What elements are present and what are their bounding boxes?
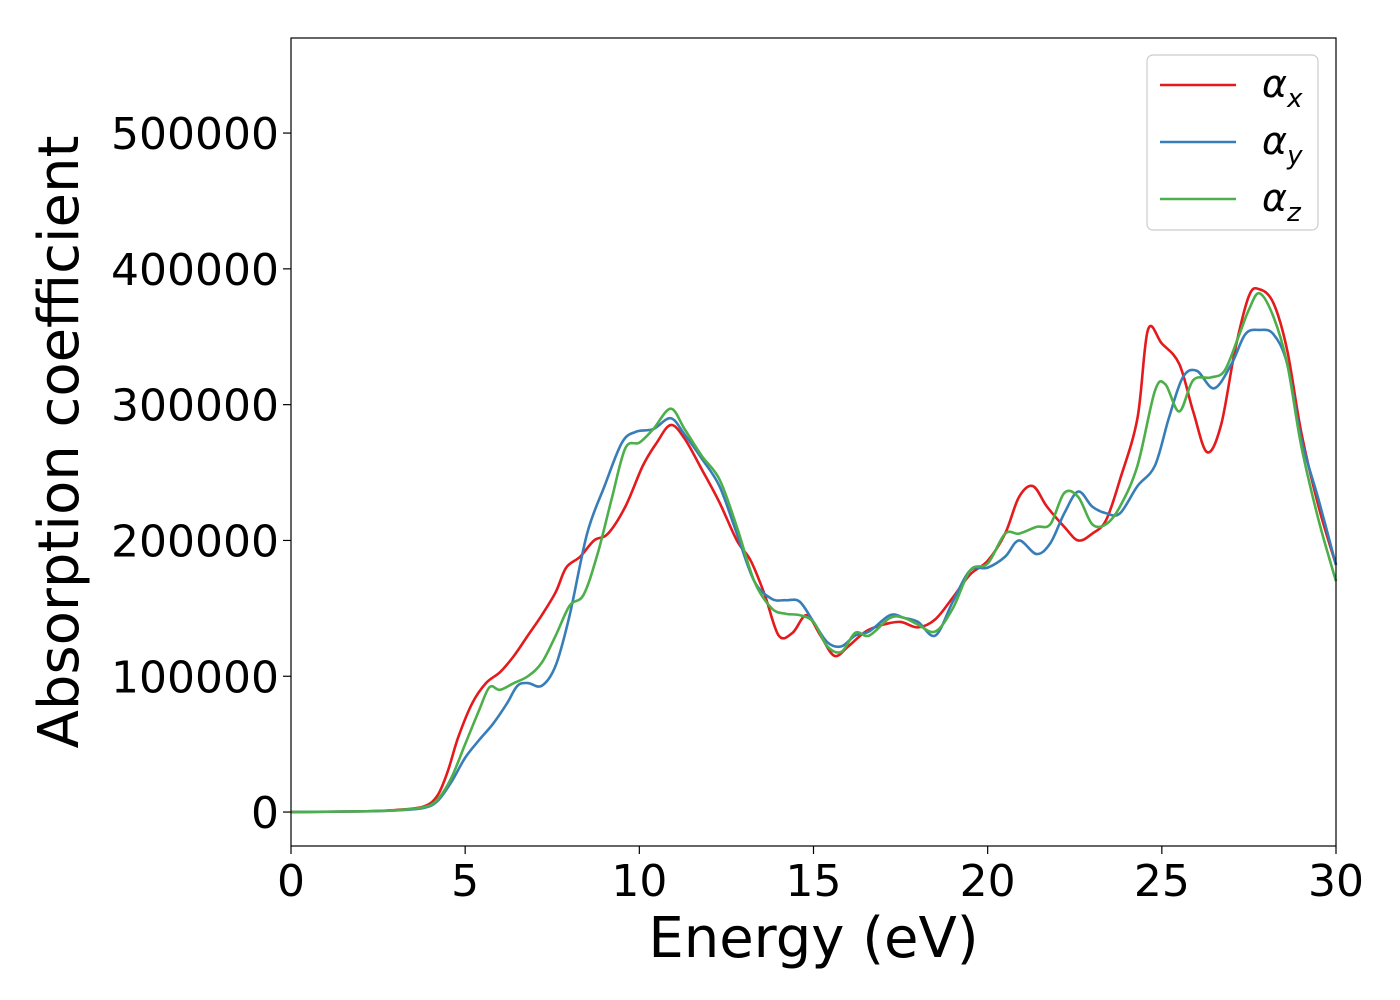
y-tick-label: 300000 bbox=[111, 381, 279, 432]
x-tick-label: 10 bbox=[611, 856, 667, 907]
x-axis-title: Energy (eV) bbox=[648, 906, 978, 971]
series-line-y bbox=[290, 328, 1338, 814]
y-tick-label: 200000 bbox=[111, 516, 279, 567]
x-tick-label: 0 bbox=[277, 856, 305, 907]
legend-label: αz bbox=[1262, 176, 1302, 228]
y-axis-title: Absorption coefficient bbox=[27, 136, 92, 749]
x-tick-label: 20 bbox=[960, 856, 1016, 907]
y-tick-label: 500000 bbox=[111, 109, 279, 160]
legend-label: αy bbox=[1262, 119, 1303, 171]
series-line-x bbox=[290, 286, 1338, 814]
x-tick-label: 25 bbox=[1134, 856, 1190, 907]
y-tick-label: 100000 bbox=[111, 652, 279, 703]
x-tick-label: 5 bbox=[451, 856, 479, 907]
legend-label: αx bbox=[1262, 62, 1303, 114]
series-layer bbox=[290, 286, 1338, 814]
y-tick-label: 400000 bbox=[111, 245, 279, 296]
ticks-layer: 0 5 10 15 20 25 30 0 100000 200000 300000 400000 500… bbox=[111, 109, 1364, 907]
x-tick-label: 15 bbox=[786, 856, 842, 907]
series-line-z bbox=[290, 291, 1338, 814]
x-tick-label: 30 bbox=[1308, 856, 1364, 907]
y-tick-label: 0 bbox=[251, 788, 279, 839]
